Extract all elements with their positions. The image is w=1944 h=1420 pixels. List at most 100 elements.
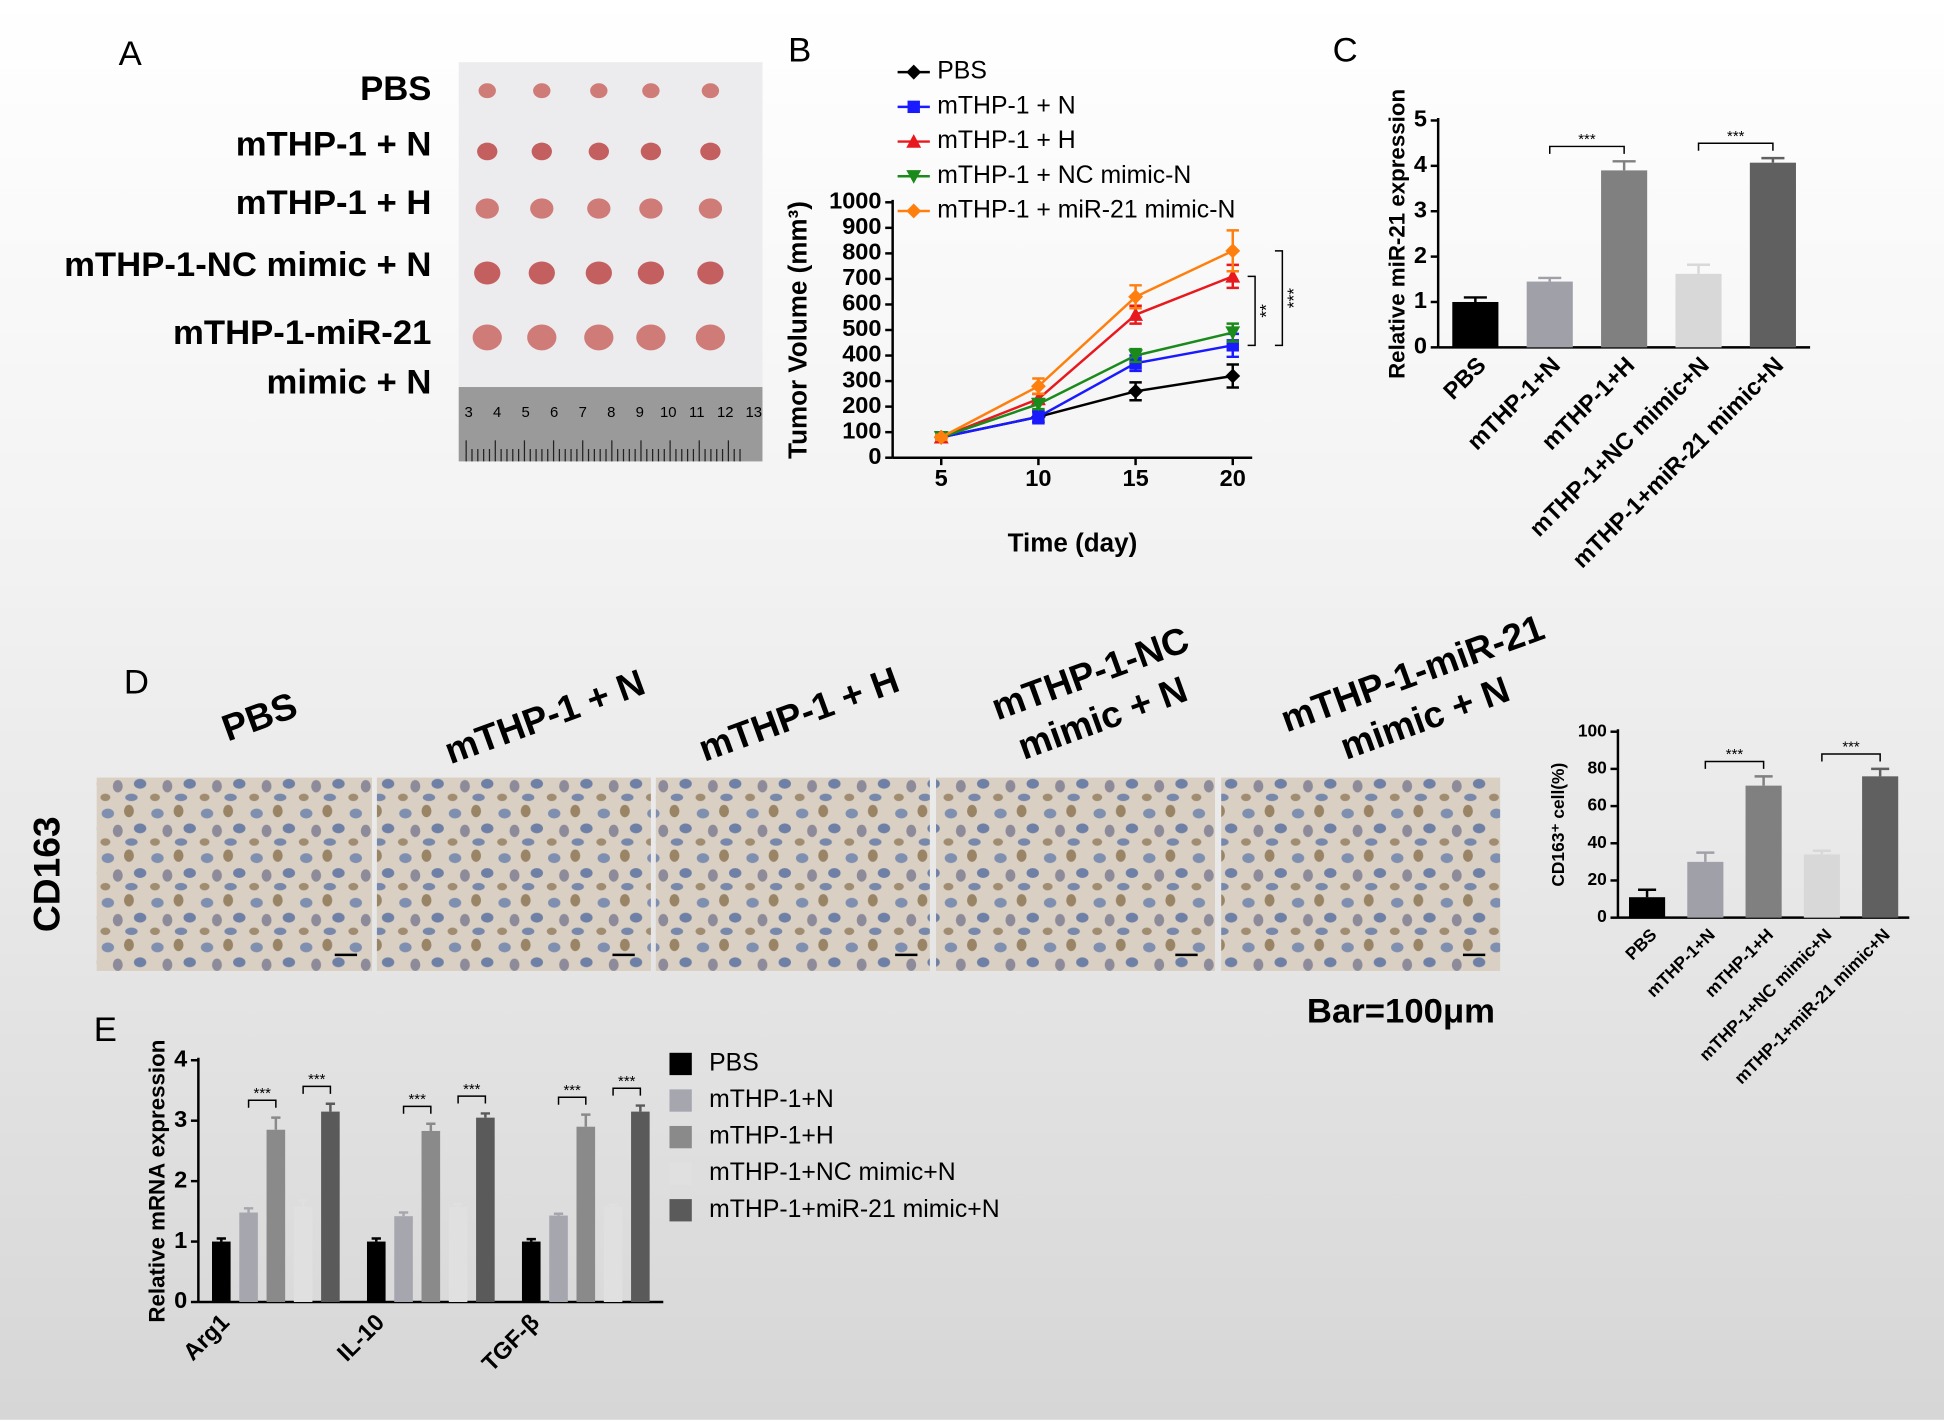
y-tick-label: 1 (1414, 287, 1427, 313)
error-bar (216, 1237, 226, 1242)
bar (1629, 897, 1666, 918)
y-tick-label: 3 (174, 1106, 187, 1132)
error-bar (453, 1202, 463, 1208)
data-point (1225, 368, 1241, 384)
significance-label: *** (563, 1083, 581, 1099)
tumor (640, 142, 662, 161)
y-tick-label: 4 (1414, 151, 1427, 177)
row-label: mimic + N (267, 364, 432, 402)
error-bar (271, 1116, 281, 1130)
error-bar (526, 1237, 536, 1242)
bar (1526, 281, 1573, 348)
y-tick-label: 900 (842, 213, 881, 239)
tumor (588, 142, 609, 161)
tumor (477, 142, 498, 161)
data-point (1225, 268, 1241, 283)
tumor (700, 142, 721, 161)
bar (293, 1206, 313, 1303)
significance-label: *** (409, 1092, 427, 1108)
bar (1745, 785, 1782, 918)
legend-label: mTHP-1 + H (937, 127, 1075, 154)
tumor (528, 261, 555, 285)
significance-bracket (1274, 250, 1284, 347)
significance-label: *** (1283, 288, 1303, 308)
bar (366, 1241, 386, 1303)
legend-label: mTHP-1+N (709, 1086, 834, 1113)
bar (1687, 861, 1724, 918)
data-point (1225, 326, 1241, 340)
error-bar (635, 1104, 646, 1112)
error-bar (1761, 156, 1785, 163)
bar (576, 1126, 596, 1303)
y-tick-label: 0 (1414, 333, 1427, 359)
data-point (1128, 307, 1144, 321)
y-tick-label: 40 (1587, 832, 1606, 852)
significance-label: *** (463, 1082, 481, 1098)
bar (394, 1216, 413, 1303)
panel-label: C (1333, 31, 1358, 69)
y-tick-label: 3 (1414, 196, 1427, 222)
bar (1675, 273, 1722, 348)
legend-label: PBS (937, 58, 987, 85)
x-axis-label: Time (day) (1008, 527, 1138, 557)
error-bar (298, 1199, 308, 1207)
bar (549, 1215, 568, 1303)
significance-label: *** (1842, 740, 1860, 756)
y-tick-label: 800 (842, 239, 881, 265)
tumor (472, 324, 502, 351)
series-line (940, 249, 1234, 439)
x-tick-label: 15 (1122, 465, 1148, 491)
data-point (1030, 378, 1046, 394)
legend-swatch (669, 1089, 692, 1112)
ruler-number: 9 (636, 405, 644, 421)
data-point (1225, 243, 1241, 259)
x-tick-label: 5 (935, 465, 948, 491)
y-tick-label: 2 (174, 1166, 187, 1192)
y-tick-label: 5 (1414, 106, 1427, 132)
legend-marker (907, 100, 920, 114)
legend-label: mTHP-1 + miR-21 mimic-N (937, 197, 1235, 224)
error-bar (1538, 276, 1562, 282)
bar (421, 1130, 441, 1303)
ruler-number: 3 (465, 405, 473, 421)
error-bar (608, 1203, 618, 1207)
legend-swatch (669, 1052, 692, 1076)
y-axis-label: CD163⁺ cell(%) (1548, 763, 1568, 887)
y-axis-label: Tumor Volume (mm³) (783, 201, 813, 459)
significance-label: *** (618, 1074, 636, 1090)
ruler-number: 12 (717, 405, 734, 421)
legend-swatch (669, 1162, 692, 1185)
tumor (636, 324, 666, 351)
y-tick-label: 100 (842, 417, 881, 443)
significance-label: *** (1727, 129, 1745, 145)
error-bar (371, 1237, 381, 1242)
bar (212, 1241, 231, 1303)
tumor (642, 83, 660, 99)
bar (1749, 162, 1796, 348)
tumor (585, 261, 612, 285)
legend-label: mTHP-1 + NC mimic-N (937, 162, 1191, 189)
error-bar (1696, 851, 1715, 862)
row-label: CD163 (25, 816, 67, 932)
y-tick-label: 4 (174, 1045, 187, 1071)
bar (631, 1111, 650, 1303)
ruler-number: 8 (607, 405, 615, 421)
legend-marker (906, 170, 922, 184)
significance-label: *** (1726, 747, 1744, 763)
legend-label: mTHP-1+H (709, 1123, 834, 1150)
legend-label: mTHP-1+NC mimic+N (709, 1159, 955, 1186)
legend-swatch (669, 1199, 692, 1222)
bar (448, 1207, 468, 1303)
error-bar (1463, 296, 1487, 302)
significance-bracket (1247, 275, 1256, 347)
y-tick-label: 0 (868, 443, 881, 469)
series-line (940, 331, 1234, 439)
bar (476, 1117, 495, 1303)
legend-marker (906, 203, 922, 219)
y-tick-label: 400 (842, 341, 881, 367)
y-tick-label: 300 (842, 366, 881, 392)
significance-bracket (612, 1087, 642, 1096)
y-axis-label: Relative miR-21 expression (1384, 89, 1409, 379)
ruler (458, 387, 763, 462)
